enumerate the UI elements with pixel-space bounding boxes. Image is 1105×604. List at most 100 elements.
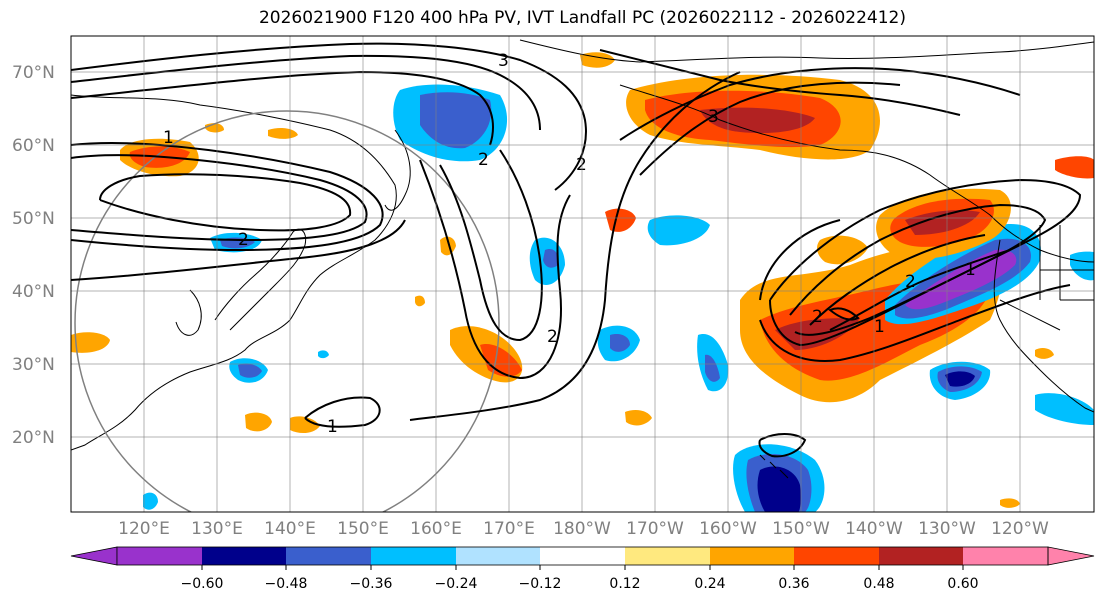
contour-label: 2 <box>547 327 558 347</box>
contour-trough-1 <box>439 149 543 342</box>
contour-label: 2 <box>478 150 489 170</box>
shading-west-orange-1 <box>71 332 110 353</box>
map-title: 2026021900 F120 400 hPa PV, IVT Landfall… <box>258 8 906 28</box>
gridlines <box>71 36 1094 512</box>
shading-misc-orange-1 <box>605 208 636 232</box>
colorbar-segment <box>540 547 625 565</box>
lon-label: 150°W <box>772 519 830 539</box>
coastline-hawaii <box>759 454 789 479</box>
colorbar-extend-high <box>1047 546 1095 566</box>
contour-label: 3 <box>498 51 509 71</box>
coastline-korea <box>175 289 202 336</box>
shading-misc-orange-6 <box>625 410 652 426</box>
shading-midpac-royal-3 <box>705 354 720 382</box>
lon-label: 170°E <box>483 519 535 539</box>
shading-center-royal <box>543 249 559 268</box>
contour-label: 2 <box>576 155 587 175</box>
colorbar-frame <box>116 546 1049 566</box>
colorbar-tick-label: 0.24 <box>694 576 725 592</box>
range-circle <box>74 110 500 512</box>
contour-label: 2 <box>905 272 916 292</box>
colorbar-tick-label: 0.36 <box>778 576 809 592</box>
lon-label: 130°W <box>918 519 976 539</box>
shading-midpac-royal-2 <box>610 334 630 352</box>
contour-label: 3 <box>708 107 719 127</box>
coastline-alaska <box>619 84 1094 263</box>
shading-misc-orange-10 <box>415 295 425 307</box>
contour-low-1 <box>304 396 381 428</box>
contour-trough-3 <box>409 71 741 421</box>
map-frame <box>70 35 1095 513</box>
shading-west-royal-2 <box>238 363 262 378</box>
lon-label: 120°W <box>991 519 1049 539</box>
shading-east-navy-1 <box>945 371 975 387</box>
contour-east-6 <box>828 307 860 321</box>
shading-bering-royal <box>420 92 492 149</box>
lat-label: 30°N <box>12 355 55 375</box>
contour-label: 1 <box>163 128 174 148</box>
contour-label: 2 <box>238 230 249 250</box>
colorbar-tick-label: −0.36 <box>350 576 393 592</box>
lon-label: 130°E <box>191 519 243 539</box>
latitude-labels: 70°N 60°N 50°N 40°N 30°N 20°N <box>12 63 55 448</box>
colorbar-tick-label: −0.48 <box>265 576 308 592</box>
contour-west-3 <box>99 173 352 232</box>
shading-misc-blue-6 <box>143 492 158 510</box>
shading-east-blue-2 <box>1035 393 1094 425</box>
shading-misc-orange-9 <box>440 236 456 256</box>
shading-center-red <box>480 344 522 377</box>
colorbar-tick-label: 0.60 <box>947 576 978 592</box>
contour-east-5 <box>759 284 1071 362</box>
coastline-japan <box>214 228 307 331</box>
state-borders <box>999 225 1094 331</box>
contour-label: 1 <box>874 317 885 337</box>
longitude-labels: 120°E 130°E 140°E 150°E 160°E 170°E 180°… <box>118 519 1049 539</box>
contour-east-1 <box>769 178 1082 347</box>
colorbar-segment <box>625 547 710 565</box>
lat-label: 40°N <box>12 282 55 302</box>
colorbar-segment <box>963 547 1048 565</box>
lat-label: 60°N <box>12 136 55 156</box>
shading-misc-blue-4 <box>1070 251 1094 281</box>
shading-hawaii-navy <box>757 466 801 512</box>
lon-label: 160°W <box>699 519 757 539</box>
colorbar-tick-label: −0.24 <box>435 576 478 592</box>
colorbar-segment <box>117 547 202 565</box>
contour-label: 2 <box>812 307 823 327</box>
coastline-asia <box>71 94 397 451</box>
contour-east-2 <box>789 203 1047 336</box>
contour-labels: 3 3 2 2 1 1 2 2 1 2 2 1 <box>163 51 976 437</box>
colorbar-tick-label: −0.12 <box>519 576 562 592</box>
contour-north-2 <box>71 54 541 131</box>
shading-misc-orange-8 <box>1035 347 1054 359</box>
colorbar-segment <box>794 547 879 565</box>
contour-west-4 <box>71 219 406 281</box>
shading-misc-orange-7 <box>1000 498 1020 508</box>
contour-hawaii <box>758 433 807 458</box>
lon-label: 140°E <box>264 519 316 539</box>
lon-label: 170°W <box>626 519 684 539</box>
coastline-arctic <box>519 39 1094 63</box>
coastline-north-america <box>993 239 1094 413</box>
shading-west-orange-3 <box>290 416 320 434</box>
colorbar-tick-label: 0.48 <box>863 576 894 592</box>
colorbar-tick-label: 0.12 <box>609 576 640 592</box>
colorbar-segment <box>371 547 456 565</box>
shading-misc-blue-5 <box>318 350 329 359</box>
colorbar-ticks <box>201 565 964 570</box>
shading-east-orange-1 <box>1055 156 1094 179</box>
shading-goa-darkred <box>905 210 980 235</box>
lon-label: 150°E <box>337 519 389 539</box>
colorbar-segment <box>879 547 963 565</box>
shading-misc-orange-5 <box>817 235 868 265</box>
contour-east-3 <box>809 234 986 326</box>
contour-label: 1 <box>327 417 338 437</box>
colorbar-segment <box>710 547 794 565</box>
lat-label: 20°N <box>12 428 55 448</box>
colorbar: −0.60 −0.48 −0.36 −0.24 −0.12 0.12 0.24 … <box>70 546 1095 592</box>
lon-label: 140°W <box>845 519 903 539</box>
lon-label: 160°E <box>410 519 462 539</box>
colorbar-segment <box>456 547 540 565</box>
lon-label: 180°W <box>553 519 611 539</box>
